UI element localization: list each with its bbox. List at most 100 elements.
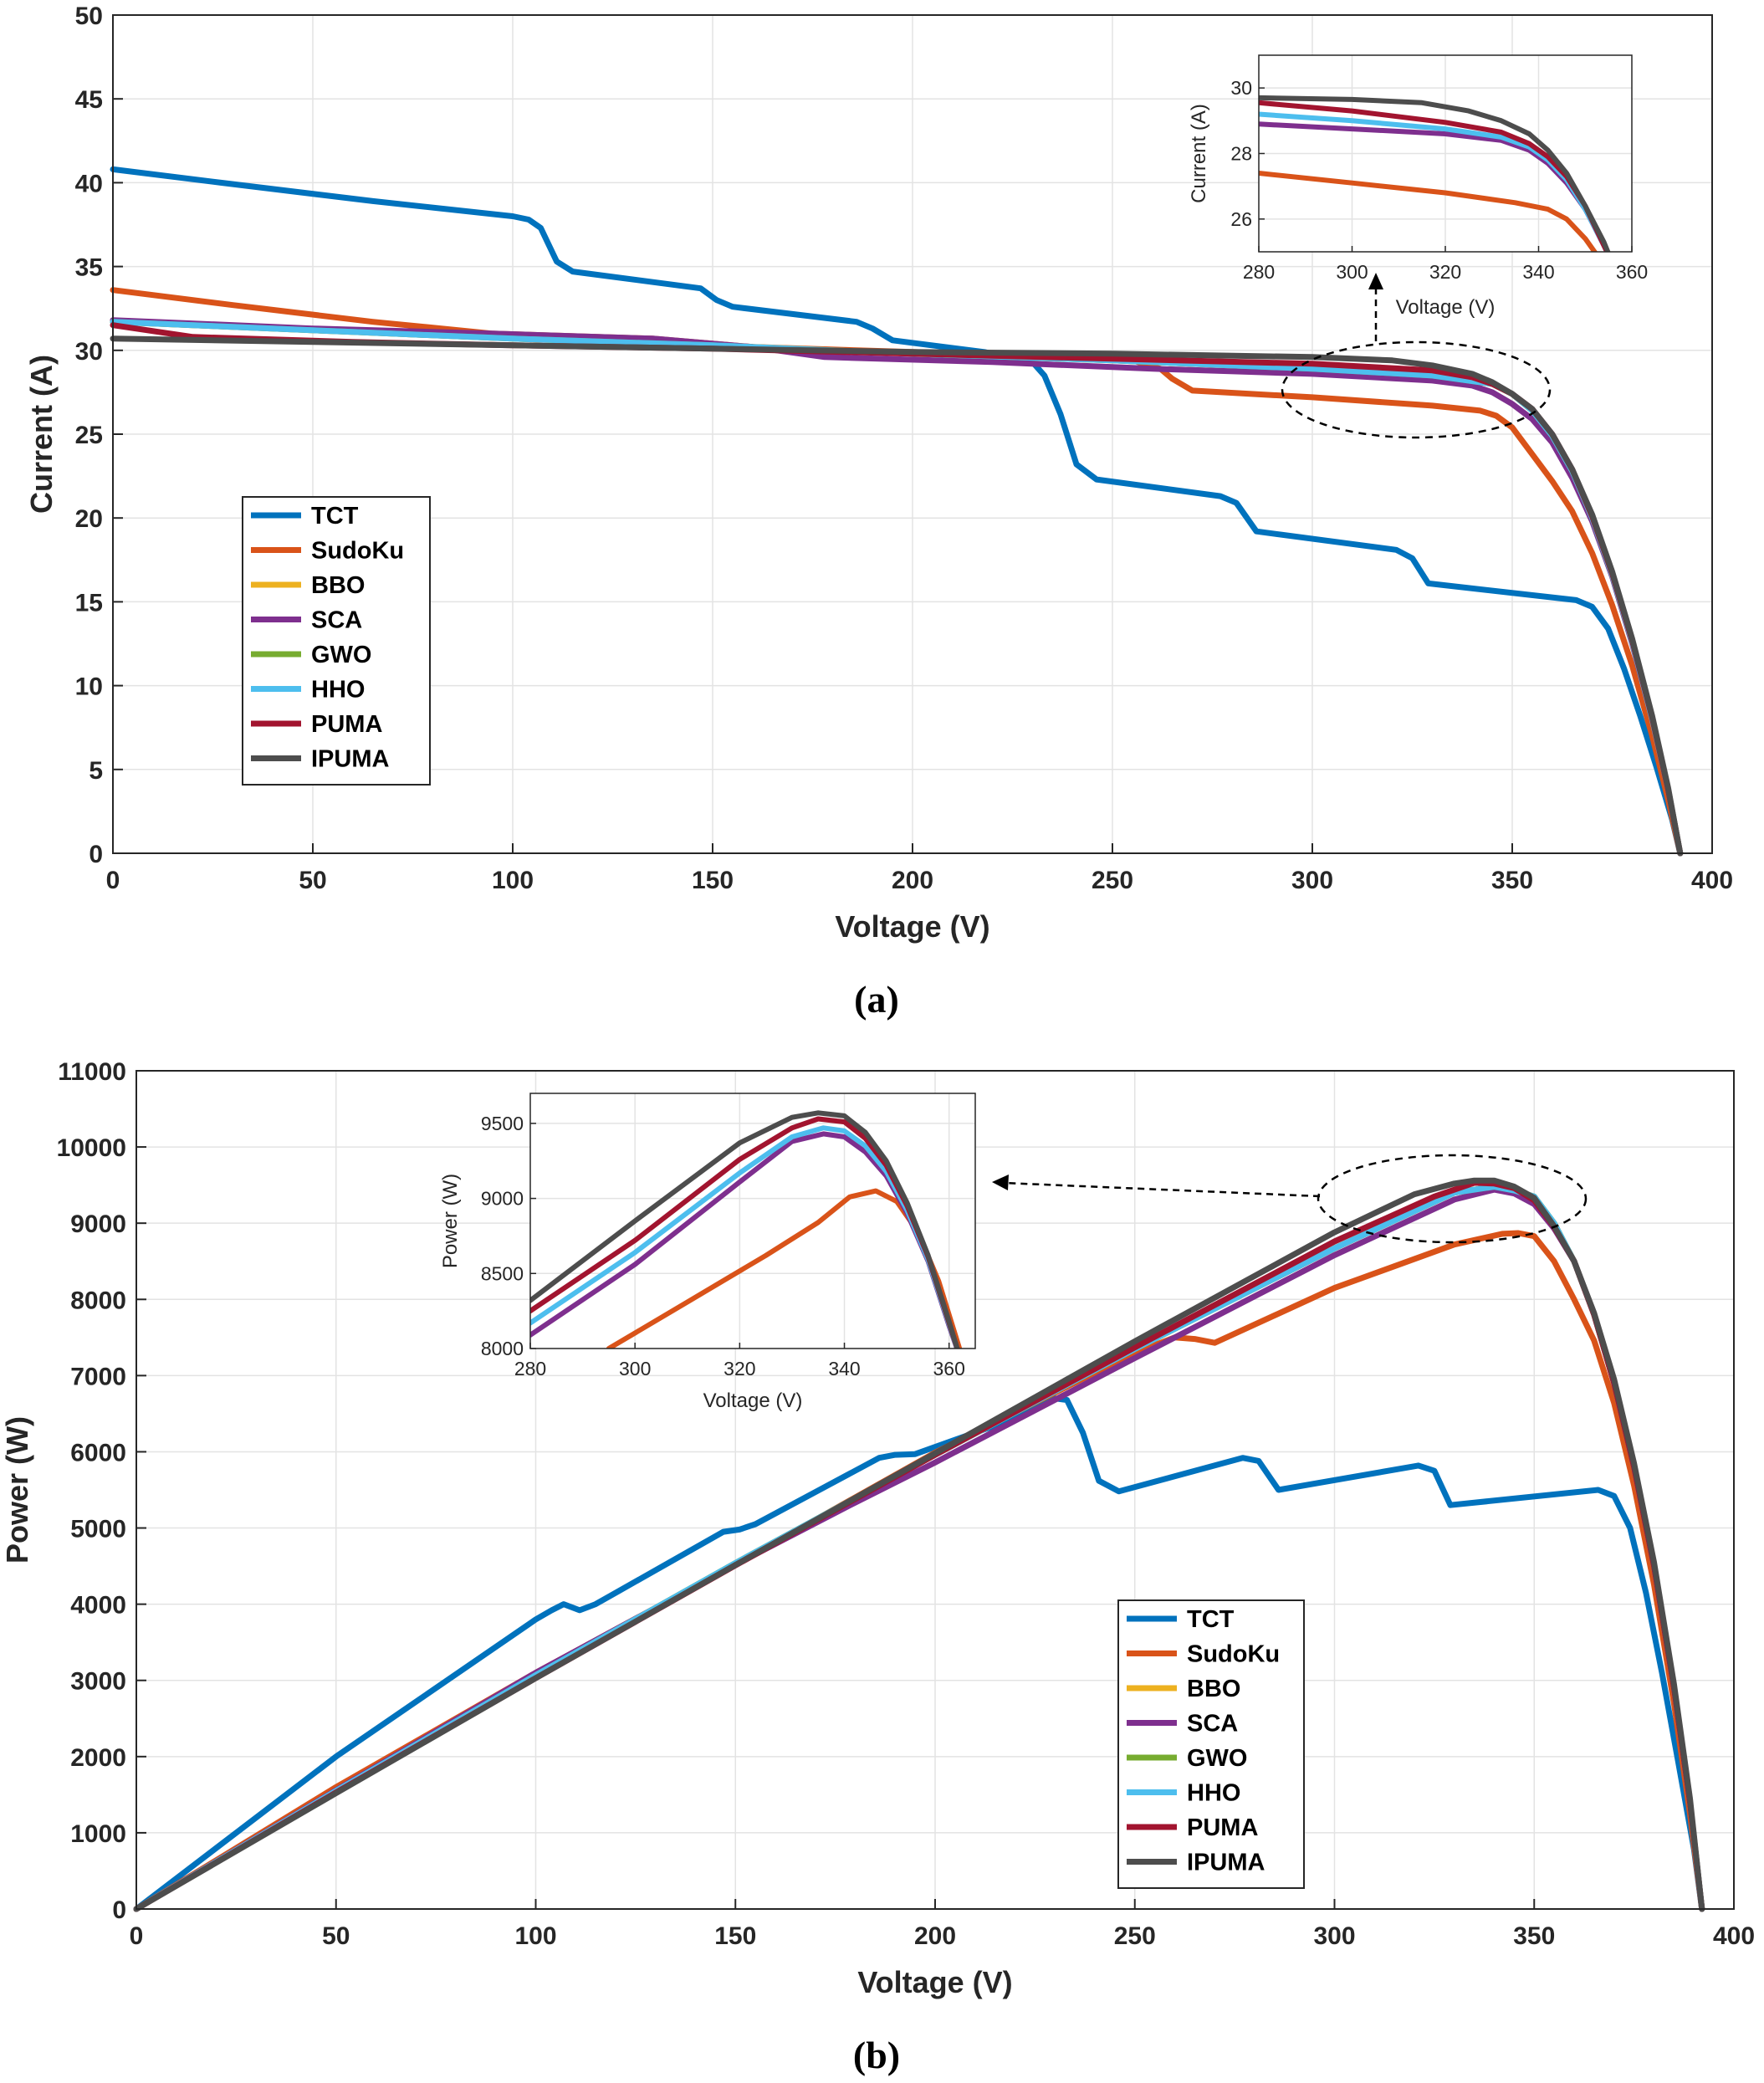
x-axis-label-b: Voltage (V) — [857, 1965, 1012, 1999]
inset-border — [529, 1093, 976, 1349]
x-tick-label: 200 — [914, 1922, 956, 1950]
zoom-region-ellipse-a — [1281, 340, 1552, 439]
inset-chart-a: 280 300 320 340 360 26 28 30 Voltage (V) Current … — [1188, 54, 1648, 319]
inset-y-tick-label: 26 — [1230, 208, 1252, 230]
inset-x-tick-label: 280 — [514, 1358, 546, 1379]
inset-x-tick-label: 280 — [1243, 261, 1275, 283]
y-tick-label: 15 — [75, 589, 103, 617]
ticks-a: 0 50 100 150 200 250 300 350 400 0 5 10 15 20 25 30 35 40… — [75, 3, 1733, 894]
legend-label-tct: TCT — [1187, 1606, 1235, 1633]
x-tick-label: 100 — [514, 1922, 556, 1950]
y-tick-label: 5 — [89, 757, 103, 785]
x-tick-label: 200 — [892, 867, 933, 894]
legend-label-hho: HHO — [311, 677, 365, 704]
series-line-ipuma — [133, 1177, 1705, 1912]
inset-x-tick-label: 300 — [619, 1358, 651, 1379]
x-tick-label: 350 — [1513, 1922, 1555, 1950]
x-axis-label-a: Voltage (V) — [835, 909, 989, 944]
series-line-ipuma — [110, 335, 1684, 857]
inset-x-tick-label: 360 — [1616, 261, 1648, 283]
y-tick-label: 50 — [75, 3, 103, 30]
y-tick-label: 3000 — [70, 1668, 126, 1696]
inset-y-tick-label: 9000 — [481, 1188, 524, 1210]
legend-label-gwo: GWO — [311, 642, 372, 668]
inset-y-tick-label: 8500 — [481, 1262, 524, 1284]
series-line-tct — [110, 166, 1684, 857]
legend-label-bbo: BBO — [311, 572, 365, 599]
y-tick-label: 1000 — [70, 1820, 126, 1848]
caption-a: (a) — [854, 978, 899, 1021]
zoom-region-ellipse-b — [1317, 1154, 1588, 1244]
inset-y-tick-label: 30 — [1230, 77, 1252, 99]
zoom-arrow-b — [1003, 1181, 1321, 1198]
inset-x-axis-label: Voltage (V) — [1396, 296, 1496, 319]
zoom-arrowhead-b — [992, 1175, 1009, 1190]
inset-series-line-sudoku — [1259, 171, 1598, 252]
y-tick-label: 7000 — [70, 1363, 126, 1390]
inset-x-tick-label: 320 — [1429, 261, 1461, 283]
y-tick-label: 30 — [75, 338, 103, 366]
y-tick-label: 11000 — [58, 1058, 126, 1086]
x-tick-label: 50 — [322, 1922, 350, 1950]
y-axis-label-a: Current (A) — [24, 355, 59, 514]
inset-y-tick-label: 8000 — [481, 1338, 524, 1359]
y-axis-label-b: Power (W) — [0, 1416, 34, 1564]
inset-y-tick-label: 9500 — [481, 1113, 524, 1134]
legend-b: TCT SudoKu BBO SCA GWO HHO PUMA IPUMA — [1117, 1599, 1305, 1889]
inset-series-group — [530, 1110, 963, 1349]
inset-x-tick-label: 360 — [933, 1358, 965, 1379]
x-tick-label: 400 — [1713, 1922, 1755, 1950]
x-tick-label: 300 — [1291, 867, 1333, 894]
x-tick-label: 350 — [1491, 867, 1533, 894]
y-tick-label: 2000 — [70, 1744, 126, 1772]
x-tick-label: 250 — [1114, 1922, 1156, 1950]
y-tick-label: 0 — [112, 1896, 126, 1924]
legend-label-sudoku: SudoKu — [311, 538, 404, 565]
legend-label-ipuma: IPUMA — [1187, 1850, 1265, 1876]
inset-series-group — [1259, 95, 1611, 252]
legend-label-puma: PUMA — [1187, 1814, 1258, 1841]
x-tick-label: 0 — [106, 867, 120, 894]
y-tick-label: 40 — [75, 170, 103, 197]
legend-box — [1117, 1599, 1305, 1889]
panel-a-current-voltage-chart: 0 50 100 150 200 250 300 350 400 0 5 10 15 20 25 30 35 40… — [24, 3, 1733, 944]
inset-x-axis-label: Voltage (V) — [703, 1390, 803, 1412]
y-tick-label: 8000 — [70, 1287, 126, 1314]
inset-x-tick-label: 340 — [828, 1358, 860, 1379]
series-line-tct — [133, 1395, 1705, 1912]
legend-label-sca: SCA — [311, 607, 362, 634]
inset-series-line-ipuma — [530, 1110, 960, 1349]
x-tick-label: 250 — [1092, 867, 1133, 894]
caption-b: (b) — [853, 2034, 900, 2076]
y-tick-label: 45 — [75, 86, 103, 114]
y-tick-label: 10000 — [57, 1134, 126, 1162]
y-tick-label: 9000 — [70, 1210, 126, 1238]
x-tick-label: 0 — [130, 1922, 144, 1950]
x-tick-label: 150 — [714, 1922, 756, 1950]
inset-y-axis-label: Current (A) — [1188, 104, 1210, 203]
series-group-a — [110, 166, 1684, 857]
y-tick-label: 4000 — [70, 1592, 126, 1620]
series-group-b — [133, 1177, 1705, 1912]
x-tick-label: 400 — [1691, 867, 1733, 894]
inset-y-axis-label: Power (W) — [439, 1174, 462, 1268]
x-tick-label: 100 — [492, 867, 534, 894]
x-tick-label: 50 — [299, 867, 326, 894]
inset-x-tick-label: 320 — [723, 1358, 755, 1379]
legend-label-bbo: BBO — [1187, 1676, 1240, 1702]
y-tick-label: 0 — [89, 841, 103, 868]
y-tick-label: 5000 — [70, 1516, 126, 1543]
y-tick-label: 6000 — [70, 1439, 126, 1466]
inset-chart-b: 280 300 320 340 360 8000 8500 9000 9500 Voltage (… — [439, 1093, 976, 1412]
inset-x-tick-label: 300 — [1336, 261, 1368, 283]
legend-label-ipuma: IPUMA — [311, 746, 390, 773]
legend-label-tct: TCT — [311, 503, 359, 530]
legend-a: TCT SudoKu BBO SCA GWO HHO PUMA IPUMA — [242, 496, 431, 786]
ticks-b: 0 50 100 150 200 250 300 350 4000100020003000400… — [57, 1058, 1755, 1950]
legend-label-sudoku: SudoKu — [1187, 1641, 1280, 1668]
inset-series-line-ipuma — [1259, 95, 1611, 252]
x-tick-label: 150 — [692, 867, 734, 894]
zoom-arrowhead-a — [1368, 273, 1383, 289]
x-tick-label: 300 — [1313, 1922, 1355, 1950]
